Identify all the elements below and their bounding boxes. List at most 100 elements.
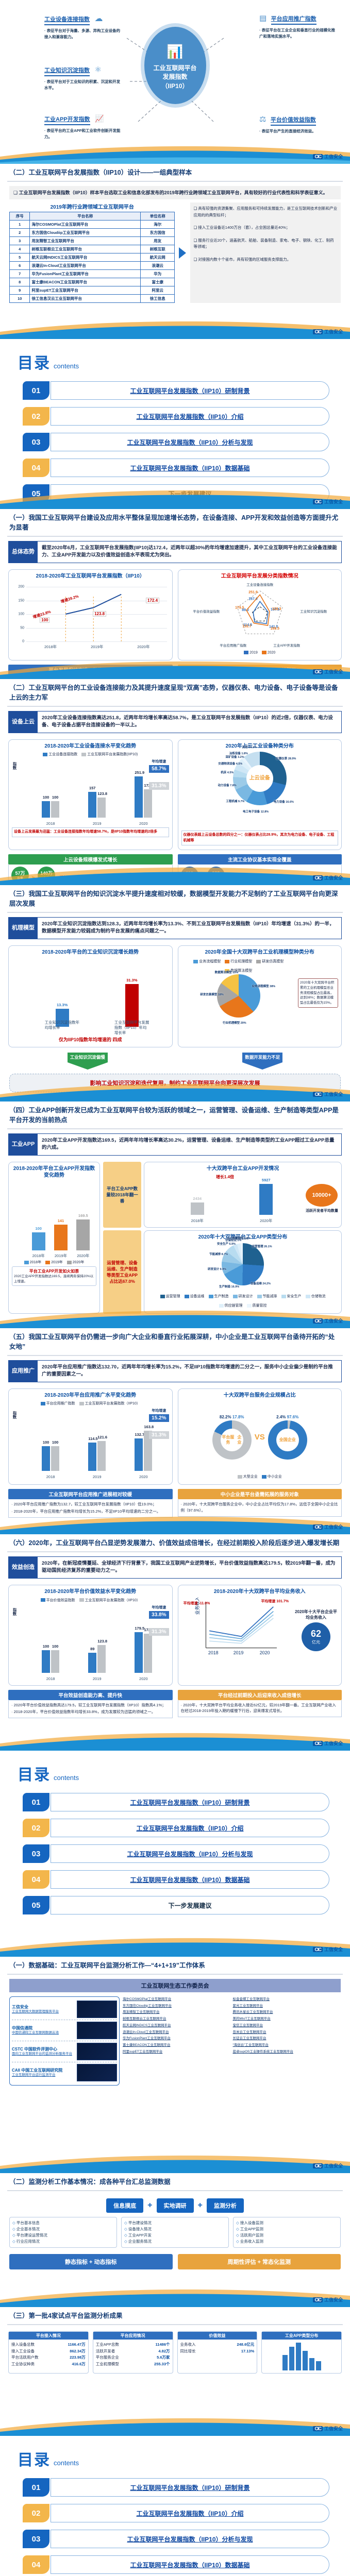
bar-value-label: 5927 <box>261 1178 271 1183</box>
toc-item-01[interactable]: 01 工业互联网平台发展指数（IIP10）研制背景 <box>23 381 329 400</box>
value-large-enterprise: 2.4% <box>276 1414 286 1419</box>
toc-item-04[interactable]: 04 工业互联网平台发展指数（IIP10）数据基础 <box>23 2555 329 2574</box>
toc-label[interactable]: 工业互联网平台发展指数（IIP10）数据基础 <box>51 1870 329 1889</box>
node-desc: 表征平台的工业APP和工业软件创新开发能力。 <box>44 128 122 140</box>
svg-text:2020: 2020 <box>259 1650 270 1655</box>
logo-mark: CIC <box>313 1318 323 1324</box>
scale-icon: ⚖ <box>259 115 266 124</box>
legend-swatch <box>281 1294 286 1298</box>
svg-text:工业APP开发指数: 工业APP开发指数 <box>273 643 301 648</box>
toc-label[interactable]: 工业互联网平台发展指数（IIP10）研制背景 <box>51 2478 329 2497</box>
legend-swatch <box>79 1402 84 1406</box>
toc-label[interactable]: 工业互联网平台发展指数（IIP10）分析与发现 <box>51 433 329 451</box>
chart-title: 十大双跨平台工业APP开发情况 <box>206 1165 279 1172</box>
summary-tag: 总体态势 <box>9 541 38 563</box>
brand-logo: CIC 工信安全 <box>313 668 343 675</box>
toc-label[interactable]: 工业互联网平台发展指数（IIP10）介绍 <box>51 1819 329 1837</box>
chart-title: 十大双跨平台服务企业规模占比 <box>223 1392 296 1398</box>
x-tick-label: 2019 <box>92 821 102 826</box>
unit-info: 工信安全 工业互联网大数据管理服务平台 <box>12 2004 75 2014</box>
legend-entry: 工业互联网平台发展指数（IIP10） <box>79 1401 140 1406</box>
callout-body: 2020年平台应用推广指数为132.7，较工业互联网平台发展指数（IIP10）低… <box>8 1499 173 1518</box>
svg-text:工业知识沉淀指数: 工业知识沉淀指数 <box>300 609 327 614</box>
platform-list-left: 海尔COSMOPlat工业互联网平台 东方国信Cloudiip工业互联网平台 用友精… <box>123 1996 231 2086</box>
logo-text: 工信安全 <box>324 1741 343 1746</box>
chart-title: 2020年全国十大双跨平台工业机理模型种类分布 <box>205 949 314 955</box>
chart-title: 2018-2020年平台价值效益水平变化趋势 <box>44 1589 137 1595</box>
pie-chart: 上云 设备 <box>232 752 287 806</box>
line-chart-iip10: 0 50 100 150 200 100 123.8 172.4 增速23.8% 增速39.2% 2… <box>12 582 169 650</box>
cell-seq: 9 <box>9 286 30 295</box>
arrow-label: 工业知识沉淀偏慢 <box>67 1053 108 1063</box>
callout-heading: 平台经过前期投入后迎来收入成倍增长 <box>177 1689 342 1700</box>
summary-body: 2020年，在新冠疫情蔓延、全球经济下行背景下，我国工业互联网产业逆势增长，平台… <box>42 1560 336 1574</box>
toc-label[interactable]: 工业互联网平台发展指数（IIP10）分析与发现 <box>51 2530 329 2548</box>
slide-monitoring-workflow: （二）监测分析工作基本情况：成各种平台汇总监测数据 信息摸底 + 实地调研 + … <box>0 2173 350 2307</box>
toc-label[interactable]: 下一步发展建议 <box>51 1896 329 1914</box>
bar <box>88 1652 97 1673</box>
cell-seq: 10 <box>9 294 30 303</box>
stat-label: 接入工业设备 <box>11 2348 35 2353</box>
cell-seq: 3 <box>9 236 30 246</box>
toc-label[interactable]: 工业互联网平台发展指数（IIP10）介绍 <box>51 407 329 426</box>
bar <box>51 1650 60 1673</box>
toc-label[interactable]: 工业互联网平台发展指数（IIP10）数据基础 <box>51 459 329 477</box>
x-tick-label: 工业知识沉淀指数年均增长率 <box>44 1020 80 1030</box>
toc-item-04[interactable]: 04 工业互联网平台发展指数（IIP10）数据基础 <box>23 459 329 477</box>
chart-note: 设备上云发展最为迅猛：工业设备连接指数年均增速58.7%，是IIP10指数年均增… <box>12 827 169 837</box>
toc-item-02[interactable]: 02 工业互联网平台发展指数（IIP10）介绍 <box>23 407 329 426</box>
toc-item-01[interactable]: 01 工业互联网平台发展指数（IIP10）研制背景 <box>23 1793 329 1811</box>
legend-swatch <box>219 1303 224 1308</box>
bar-value-label: 100 <box>42 795 49 800</box>
toc-label[interactable]: 工业互联网平台发展指数（IIP10）研制背景 <box>51 381 329 400</box>
legend-entry: 业务流程模型 <box>193 959 221 964</box>
x-axis-labels: 2018 2019 2020 <box>27 821 167 826</box>
toc-item-02[interactable]: 02 工业互联网平台发展指数（IIP10）介绍 <box>23 1819 329 1837</box>
callout-line: 2018-2020年，平台价值效益指数年均增长33.8%，成为发展较为迅猛的领域… <box>11 1709 170 1715</box>
toc-item-03[interactable]: 03 工业互联网平台发展指数（IIP10）分析与发现 <box>23 1844 329 1863</box>
stat-card-2: 平台应用情况 工业APP总数 11486个 活跃开发者 4.82万 平台服务企业 5.6万家… <box>92 2331 173 2374</box>
toc-label[interactable]: 工业互联网平台发展指数（IIP10）数据基础 <box>51 2555 329 2574</box>
toc-item-04[interactable]: 04 工业互联网平台发展指数（IIP10）数据基础 <box>23 1870 329 1889</box>
chart-card-radar: 工业互联网平台发展分类指数情况 167.0 107.5 141.0 114.5 89.0… <box>177 569 342 660</box>
bar-wrap: 100 <box>42 1644 51 1673</box>
chart-annotation: 仅为IIP10指数年均增速的 四成 <box>58 1037 122 1043</box>
bar-value-label: 123.8 <box>97 1638 108 1643</box>
toc-item-03[interactable]: 03 工业互联网平台发展指数（IIP10）分析与发现 <box>23 433 329 451</box>
svg-text:132.7: 132.7 <box>242 625 252 629</box>
legend-entry: 平台应用推广指数 <box>40 1401 75 1406</box>
pie-chart-app-types: 运营管理 26.1% 设备运维 24.2% 生产制造 16.9% 研发设计 9.9% 节… <box>147 1237 338 1293</box>
divider <box>7 705 343 707</box>
chart-card-revenue: 2018-2020年十大双跨平台平均业务收入 平均增速 -11.0% 平均增速 … <box>177 1585 342 1686</box>
legend-swatch <box>261 651 266 655</box>
toc-item-01[interactable]: 01 工业互联网平台发展指数（IIP10）研制背景 <box>23 2478 329 2497</box>
toc-label[interactable]: 工业互联网平台发展指数（IIP10）分析与发现 <box>51 1844 329 1863</box>
chart-title: 2018-2020年平台应用推广水平变化趋势 <box>44 1392 137 1398</box>
pill-info-survey[interactable]: 信息摸底 <box>106 2198 144 2213</box>
unit-org: CSTC 中国软件评测中心 <box>12 2047 57 2052</box>
pill-monitor-analysis[interactable]: 监测分析 <box>206 2198 244 2213</box>
bar-wrap: 100 <box>51 1644 60 1673</box>
pill-field-research[interactable]: 实地调研 <box>156 2198 194 2213</box>
svg-text:169.5: 169.5 <box>270 627 279 631</box>
th-seq: 序号 <box>9 212 30 221</box>
stat-label: 工业机理模型 <box>95 2362 119 2366</box>
toc-label[interactable]: 工业互联网平台发展指数（IIP10）研制背景 <box>51 1793 329 1811</box>
toc-item-03[interactable]: 03 工业互联网平台发展指数（IIP10）分析与发现 <box>23 2530 329 2548</box>
bar-group: 132.7 163.8 <box>135 1425 154 1471</box>
toc-item-02[interactable]: 02 工业互联网平台发展指数（IIP10）介绍 <box>23 2504 329 2522</box>
bar-container: 2434 5927 <box>163 1178 301 1215</box>
slide-analysis-1: （一）我国工业互联网平台建设及应用水平整体呈现加速增长态势，在设备连接、APP开… <box>0 509 350 679</box>
bar <box>51 801 60 818</box>
bar <box>76 1219 90 1250</box>
divider <box>7 2324 343 2325</box>
slide-sample-platforms: （二）工业互联网平台发展指数（IIP10）设计——一组典型样本 ❑ 工业互联网平… <box>0 164 350 339</box>
toc-label[interactable]: 工业互联网平台发展指数（IIP10）介绍 <box>51 2504 329 2522</box>
donut-center-label: 企业 <box>237 1435 242 1445</box>
stat-value: 255.33个 <box>154 2362 170 2366</box>
page-title: （三）我国工业互联网平台的知识沉淀水平提升速度相对较缓，数据模型开发能力不足制约… <box>9 890 338 907</box>
bar-wrap: 123.8 <box>97 1639 107 1673</box>
svg-text:平台应用推广指数: 平台应用推广指数 <box>220 643 247 648</box>
pie-slice-label: 冶炼设备 1.8% <box>229 752 248 755</box>
